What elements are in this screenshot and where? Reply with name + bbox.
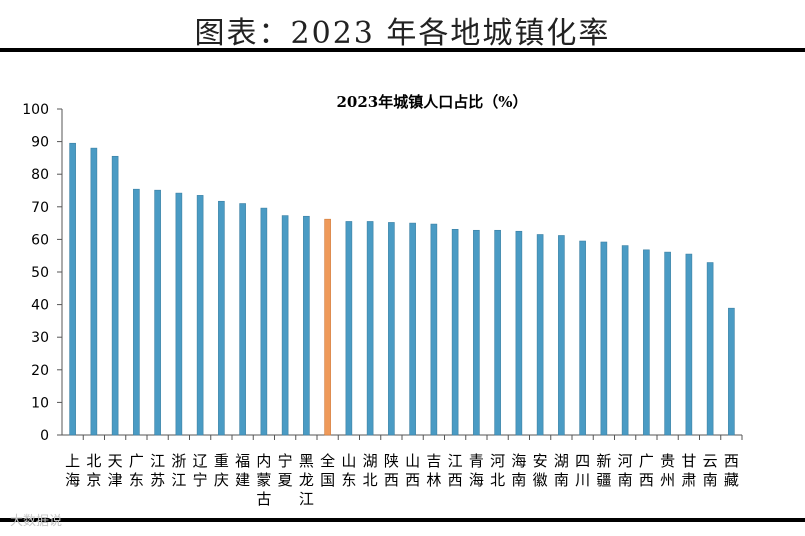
y-tick-label: 30 [31, 330, 49, 346]
bar-26 [621, 245, 629, 436]
x-category-label: 山东 [341, 452, 356, 489]
bar-13 [345, 221, 353, 436]
x-category-label: 陕西 [384, 452, 399, 489]
bar-19 [473, 229, 480, 436]
x-category-label: 吉林 [426, 452, 441, 489]
bar-30 [706, 262, 714, 436]
bar-22 [536, 234, 544, 436]
y-tick-label: 80 [31, 167, 49, 183]
y-tick-label: 10 [31, 395, 49, 411]
top-rule [0, 48, 805, 52]
bar-15 [388, 222, 395, 436]
x-category-label: 青海 [469, 452, 484, 489]
y-tick-label: 90 [31, 135, 49, 151]
x-category-label: 辽宁 [193, 452, 208, 489]
x-category-label: 江西 [448, 452, 463, 489]
x-category-label: 宁夏 [278, 452, 293, 489]
x-category-label: 天津 [108, 452, 123, 489]
x-category-label: 甘肃 [681, 452, 696, 489]
bar-5 [175, 192, 183, 436]
x-category-label: 浙江 [171, 452, 186, 489]
bar-0 [69, 142, 76, 436]
x-category-label: 全国 [320, 452, 335, 489]
bar-highlight-12 [324, 218, 331, 436]
x-category-label: 贵州 [660, 452, 675, 489]
chart-title: 2023年城镇人口占比（%） [336, 93, 527, 111]
bar-18 [451, 228, 459, 436]
x-category-label: 湖北 [363, 452, 378, 489]
x-category-label: 湖南 [554, 452, 569, 489]
bar-11 [303, 215, 310, 436]
x-category-label: 上海 [65, 452, 80, 489]
y-tick-label: 20 [31, 363, 49, 379]
x-category-label: 北京 [86, 452, 101, 489]
y-tick-label: 100 [22, 102, 49, 118]
x-category-label: 云南 [703, 452, 718, 489]
bar-31 [728, 307, 735, 436]
x-category-label: 重庆 [214, 452, 229, 489]
y-tick-label: 0 [40, 428, 49, 444]
x-category-label: 广东 [129, 452, 144, 489]
x-category-label: 安徽 [533, 452, 548, 489]
y-tick-label: 60 [31, 232, 49, 248]
x-category-label: 内蒙古 [256, 452, 271, 508]
x-category-label: 海南 [511, 452, 526, 489]
bar-24 [579, 240, 586, 436]
bar-14 [366, 221, 374, 436]
bar-17 [430, 223, 438, 436]
bar-1 [90, 147, 98, 436]
bar-25 [600, 241, 608, 436]
x-category-label: 山西 [405, 452, 420, 489]
y-tick-label: 50 [31, 265, 49, 281]
x-category-label: 四川 [575, 452, 590, 489]
bar-6 [196, 195, 204, 436]
x-category-label: 河南 [618, 452, 633, 489]
bar-16 [409, 222, 416, 436]
x-category-label: 新疆 [596, 452, 611, 489]
x-category-label: 黑龙江 [299, 452, 314, 508]
y-tick-label: 70 [31, 200, 49, 216]
bar-2 [111, 155, 119, 436]
bar-10 [281, 215, 289, 436]
bar-29 [685, 253, 693, 436]
x-category-label: 河北 [490, 452, 505, 489]
bar-23 [558, 235, 565, 436]
x-category-label: 江苏 [150, 452, 165, 489]
y-tick-label: 40 [31, 298, 49, 314]
bar-9 [260, 207, 268, 436]
watermark-text: 大数据说 [10, 514, 63, 529]
bar-3 [133, 188, 140, 436]
bar-28 [664, 251, 671, 436]
bottom-rule [0, 518, 805, 522]
x-category-label: 福建 [235, 452, 250, 489]
bar-27 [643, 249, 650, 436]
x-category-label: 广西 [639, 452, 654, 489]
bar-20 [494, 229, 501, 436]
bar-8 [239, 203, 246, 436]
bar-7 [218, 200, 225, 436]
figure-header: 图表：2023 年各地城镇化率 [0, 0, 805, 51]
figure-title: 图表：2023 年各地城镇化率 [194, 16, 611, 51]
x-category-label: 西藏 [724, 452, 739, 489]
bar-21 [515, 230, 523, 436]
bar-4 [154, 189, 161, 436]
